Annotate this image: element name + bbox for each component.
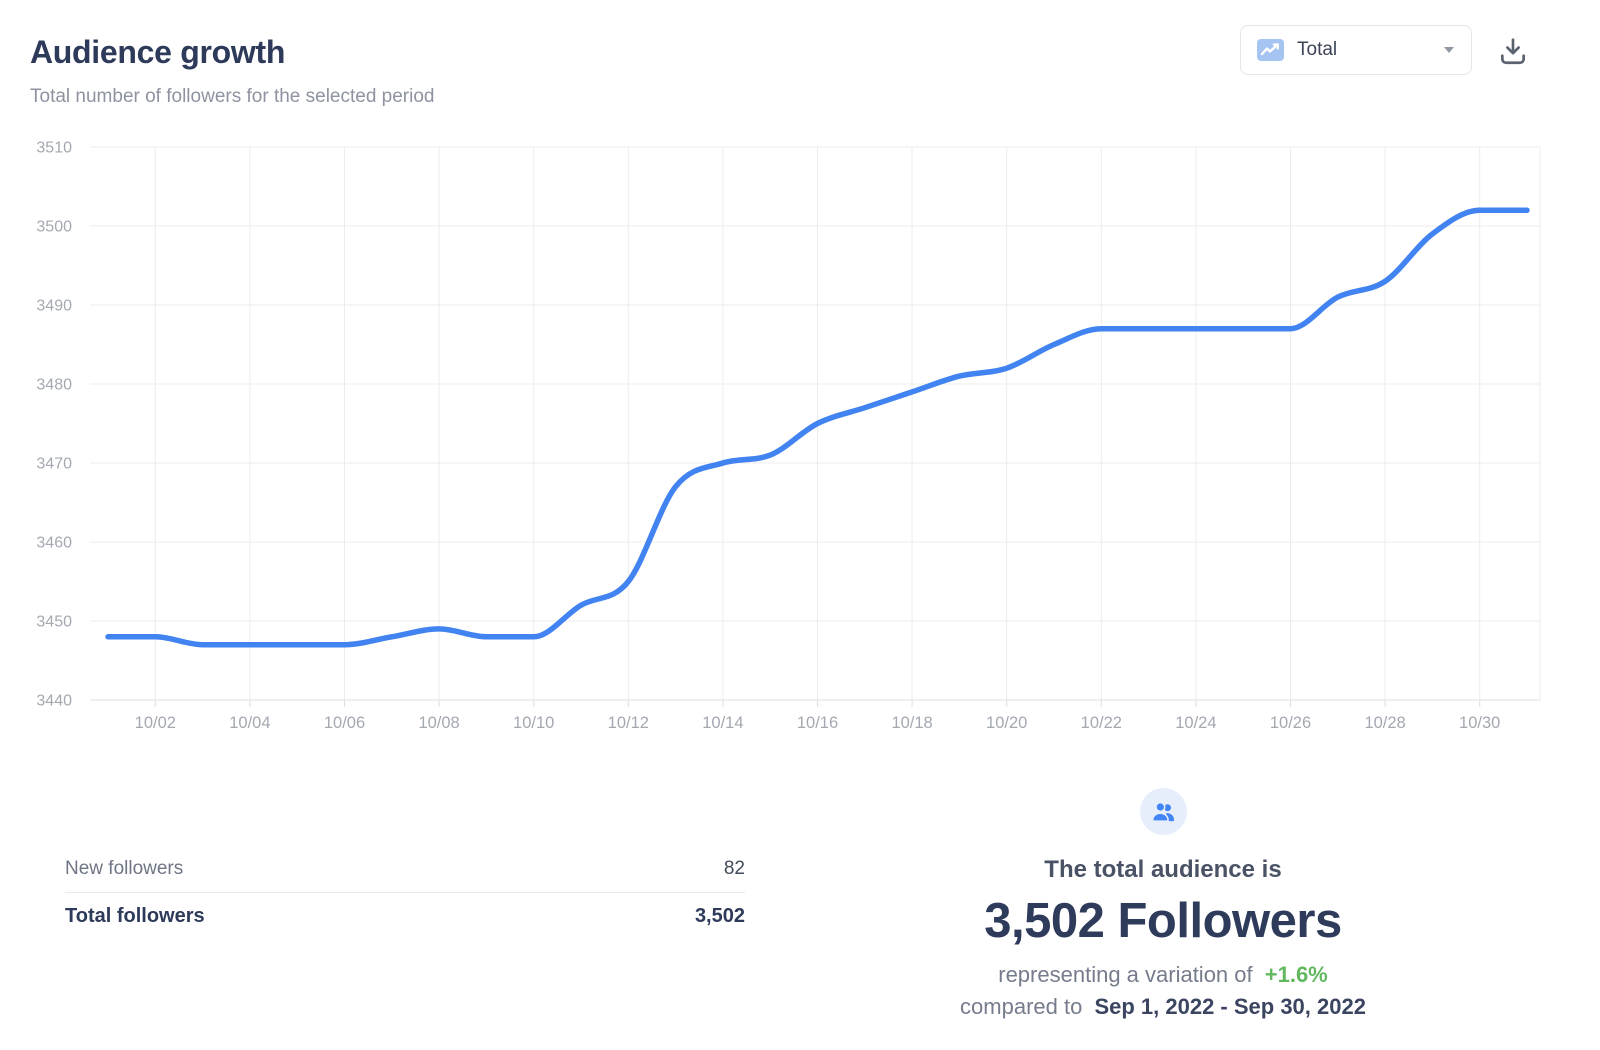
users-icon <box>1139 788 1187 835</box>
variation-prefix: representing a variation of <box>998 962 1253 987</box>
line-chart-icon <box>1257 39 1284 61</box>
followers-line-chart: 3440 3450 3460 3470 3480 3490 3500 3510 10/02 10/… <box>0 130 1600 742</box>
svg-text:10/30: 10/30 <box>1459 714 1500 732</box>
svg-text:3470: 3470 <box>36 456 72 473</box>
svg-text:10/18: 10/18 <box>891 714 932 732</box>
divider <box>65 892 745 893</box>
chevron-down-icon <box>1443 46 1455 54</box>
compare-prefix: compared to <box>960 994 1083 1019</box>
svg-text:3440: 3440 <box>36 693 72 710</box>
total-audience-widget: The total audience is 3,502 Followers re… <box>830 788 1496 1020</box>
svg-text:10/10: 10/10 <box>513 714 554 732</box>
total-followers-headline: 3,502 Followers <box>984 894 1342 948</box>
widget-caption: The total audience is <box>1044 856 1282 883</box>
table-row: New followers 82 <box>65 845 745 892</box>
compare-range: Sep 1, 2022 - Sep 30, 2022 <box>1094 994 1366 1019</box>
variation-line: representing a variation of +1.6% <box>830 962 1496 988</box>
table-row: Total followers 3,502 <box>65 893 745 940</box>
svg-text:10/22: 10/22 <box>1081 714 1122 732</box>
svg-text:3460: 3460 <box>36 535 72 552</box>
svg-text:10/20: 10/20 <box>986 714 1027 732</box>
download-icon <box>1497 35 1529 67</box>
page-subtitle: Total number of followers for the select… <box>30 86 435 107</box>
row-label: Total followers <box>65 905 205 927</box>
svg-text:3480: 3480 <box>36 377 72 394</box>
compare-line: compared to Sep 1, 2022 - Sep 30, 2022 <box>830 994 1496 1020</box>
metric-dropdown[interactable]: Total <box>1240 25 1472 75</box>
row-label: New followers <box>65 857 184 879</box>
svg-text:3500: 3500 <box>36 219 72 236</box>
svg-text:3510: 3510 <box>36 140 72 157</box>
svg-text:10/14: 10/14 <box>702 714 743 732</box>
svg-text:10/08: 10/08 <box>418 714 459 732</box>
variation-value: +1.6% <box>1264 962 1328 987</box>
svg-text:10/24: 10/24 <box>1175 714 1216 732</box>
metric-dropdown-value: Total <box>1297 39 1338 60</box>
svg-text:10/02: 10/02 <box>135 714 176 732</box>
svg-text:10/26: 10/26 <box>1270 714 1311 732</box>
svg-text:3490: 3490 <box>36 298 72 315</box>
svg-text:10/16: 10/16 <box>797 714 838 732</box>
download-button[interactable] <box>1494 32 1532 70</box>
followers-summary-table: New followers 82 Total followers 3,502 <box>65 845 745 940</box>
svg-text:10/12: 10/12 <box>608 714 649 732</box>
svg-text:10/28: 10/28 <box>1364 714 1405 732</box>
row-value: 3,502 <box>694 905 745 927</box>
svg-text:3450: 3450 <box>36 614 72 631</box>
svg-text:10/04: 10/04 <box>229 714 270 732</box>
page-title: Audience growth <box>30 34 286 70</box>
row-value: 82 <box>723 857 745 879</box>
svg-text:10/06: 10/06 <box>324 714 365 732</box>
